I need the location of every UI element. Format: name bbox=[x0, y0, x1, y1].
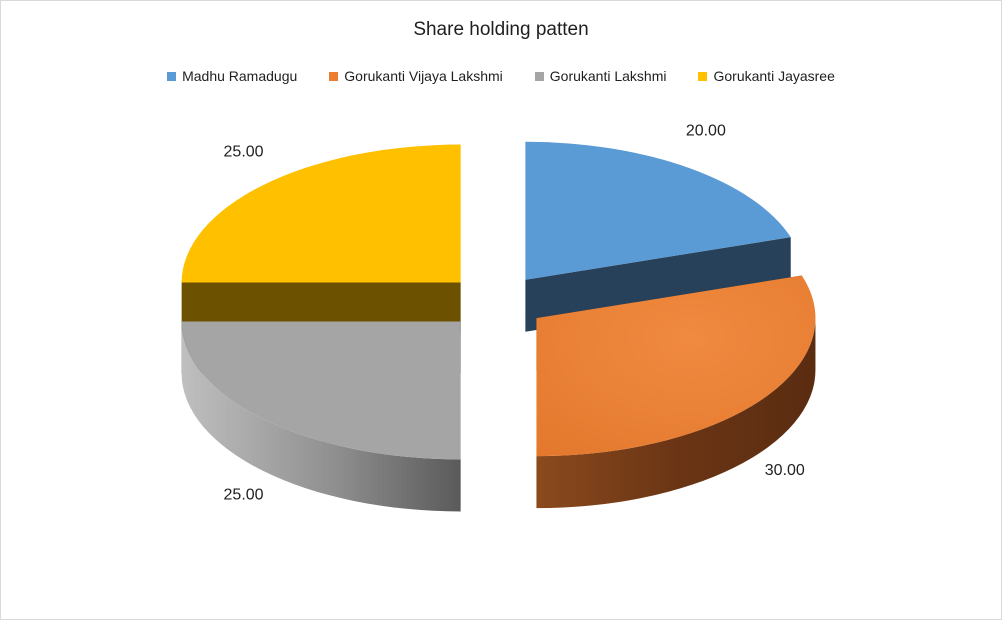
legend-item-gorukanti-jayasree: Gorukanti Jayasree bbox=[698, 68, 835, 84]
legend-swatch bbox=[534, 71, 544, 81]
pie-slice-3 bbox=[181, 144, 461, 335]
legend-label: Gorukanti Jayasree bbox=[713, 68, 835, 84]
pie-slice-cut-face bbox=[525, 237, 791, 332]
pie-slice-top bbox=[525, 141, 791, 280]
legend-swatch bbox=[698, 71, 708, 81]
pie-slice-2 bbox=[181, 321, 461, 512]
legend-swatch bbox=[167, 71, 177, 81]
data-label-3: 25.00 bbox=[224, 144, 264, 161]
legend-label: Gorukanti Vijaya Lakshmi bbox=[344, 68, 503, 84]
legend-label: Madhu Ramadugu bbox=[182, 68, 298, 84]
legend-item-gorukanti-lakshmi: Gorukanti Lakshmi bbox=[534, 68, 667, 84]
data-label-1: 30.00 bbox=[765, 462, 805, 479]
pie-slice-top bbox=[536, 275, 816, 457]
pie-slice-side bbox=[181, 321, 461, 512]
data-label-0: 20.00 bbox=[686, 123, 726, 140]
pie-slice-top bbox=[181, 321, 461, 460]
legend-swatch bbox=[329, 71, 339, 81]
legend: Madhu Ramadugu Gorukanti Vijaya Lakshmi … bbox=[0, 68, 1002, 84]
pie-slice-0 bbox=[525, 141, 791, 332]
legend-label: Gorukanti Lakshmi bbox=[549, 68, 667, 84]
pie-slice-top bbox=[181, 144, 461, 283]
chart-title: Share holding patten bbox=[413, 19, 589, 40]
pie-slice-1 bbox=[536, 275, 816, 509]
pie-slice-side bbox=[536, 318, 816, 509]
data-label-2: 25.00 bbox=[224, 486, 264, 503]
legend-item-gorukanti-vijaya-lakshmi: Gorukanti Vijaya Lakshmi bbox=[329, 68, 503, 84]
legend-item-madhu-ramadugu: Madhu Ramadugu bbox=[167, 68, 297, 84]
